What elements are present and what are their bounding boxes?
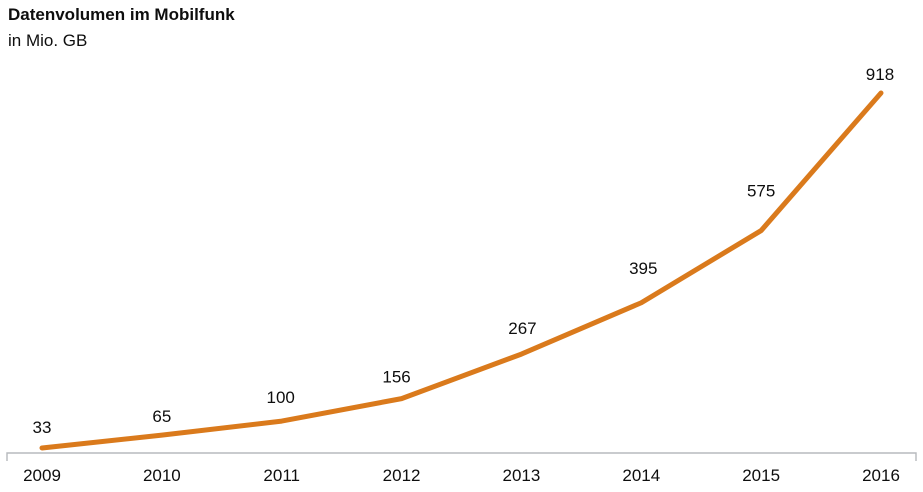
data-label: 100 <box>267 388 295 407</box>
data-label: 65 <box>152 407 171 426</box>
x-tick-label: 2015 <box>742 466 780 485</box>
data-label: 395 <box>629 259 657 278</box>
data-label: 918 <box>866 65 894 84</box>
x-tick-label: 2010 <box>143 466 181 485</box>
x-tick-label: 2009 <box>23 466 61 485</box>
data-label: 33 <box>33 418 52 437</box>
chart-header: Datenvolumen im Mobilfunk in Mio. GB <box>8 5 235 52</box>
data-label: 575 <box>747 182 775 201</box>
x-tick-label: 2011 <box>263 466 300 485</box>
x-tick-label: 2016 <box>862 466 900 485</box>
chart-subtitle: in Mio. GB <box>8 31 88 51</box>
x-tick-label: 2014 <box>622 466 660 485</box>
data-label: 156 <box>382 368 410 387</box>
data-label: 267 <box>508 319 536 338</box>
x-tick-label: 2012 <box>383 466 421 485</box>
chart-title: Datenvolumen im Mobilfunk <box>8 5 235 24</box>
x-tick-label: 2013 <box>503 466 541 485</box>
data-series-line <box>39 90 884 451</box>
x-axis <box>6 452 917 461</box>
